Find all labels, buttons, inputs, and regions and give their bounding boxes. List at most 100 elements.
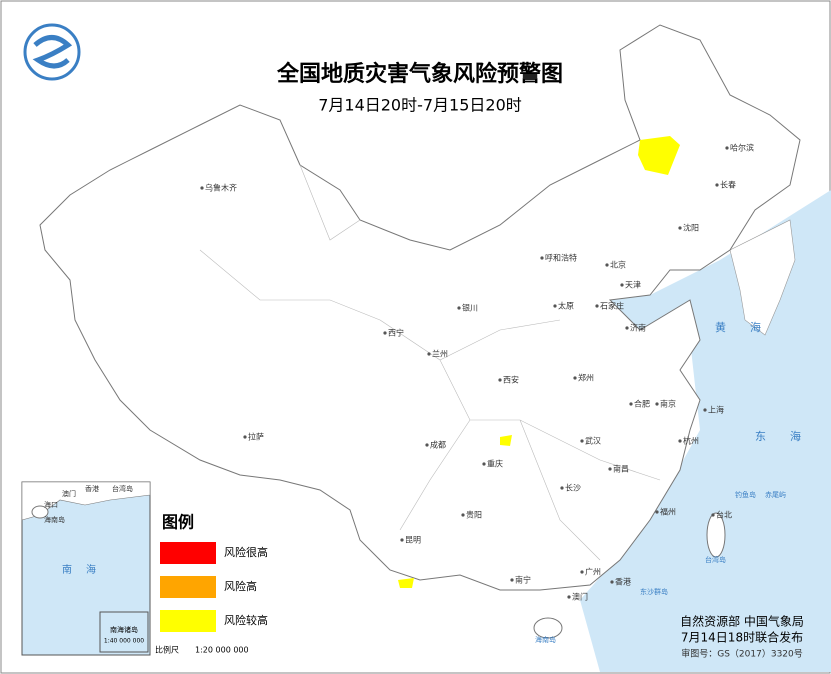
- city-label: 长春: [720, 180, 736, 190]
- city-dot: [498, 378, 502, 382]
- city-dot: [567, 595, 571, 599]
- city-dot: [655, 510, 659, 514]
- city-label: 贵阳: [466, 510, 482, 520]
- province-borders: [199, 164, 661, 561]
- city-label: 西安: [503, 375, 519, 385]
- city-label: 杭州: [683, 436, 699, 446]
- city-label: 银川: [462, 303, 478, 313]
- inset-label: 台湾岛: [112, 484, 133, 493]
- inset-label: 香港: [85, 484, 99, 493]
- subtitle: 7月14日20时-7月15日20时: [318, 96, 522, 115]
- city-dot: [580, 570, 584, 574]
- city-label: 郑州: [578, 373, 594, 383]
- city-dot: [540, 256, 544, 260]
- publisher: 自然资源部 中国气象局: [680, 614, 804, 629]
- inset-label: 海口: [44, 500, 58, 509]
- china-outline: [39, 24, 801, 591]
- title: 全国地质灾害气象风险预警图: [276, 61, 563, 87]
- city-dot: [595, 304, 599, 308]
- city-dot: [715, 183, 719, 187]
- warning-area: [398, 578, 414, 588]
- scale-label: 比例尺: [155, 645, 179, 655]
- island-label: 钓鱼岛: [735, 490, 756, 499]
- island-label: 海南岛: [535, 635, 556, 644]
- inset-scale: 1:40 000 000: [104, 638, 144, 645]
- city-label: 天津: [625, 280, 641, 290]
- city-dot: [703, 408, 707, 412]
- city-dot: [655, 402, 659, 406]
- inset-land: [21, 481, 151, 521]
- city-label: 济南: [630, 323, 646, 333]
- warning-area: [638, 136, 680, 175]
- publish-date: 7月14日18时联合发布: [681, 630, 803, 645]
- city-dot: [678, 439, 682, 443]
- city-dot: [553, 304, 557, 308]
- city-label: 香港: [615, 577, 631, 587]
- city-label: 重庆: [487, 459, 503, 469]
- city-label: 南宁: [515, 575, 531, 585]
- city-label: 广州: [585, 567, 601, 577]
- city-label: 台北: [716, 510, 732, 520]
- city-dot: [243, 435, 247, 439]
- city-label: 上海: [708, 405, 724, 415]
- city-dot: [427, 352, 431, 356]
- inset-label: 海南岛: [44, 515, 65, 524]
- city-label: 昆明: [405, 536, 421, 545]
- legend-swatch: [160, 542, 216, 564]
- city-dot: [383, 331, 387, 335]
- legend-label: 风险很高: [224, 545, 268, 559]
- city-dot: [580, 439, 584, 443]
- city-dot: [560, 486, 564, 490]
- city-label: 南京: [660, 399, 676, 409]
- warning-area: [500, 435, 512, 446]
- scale-value: 1:20 000 000: [195, 646, 249, 655]
- legend-swatch: [160, 610, 216, 632]
- city-label: 呼和浩特: [545, 253, 577, 263]
- city-label: 乌鲁木齐: [205, 183, 237, 193]
- city-label: 澳门: [572, 592, 588, 602]
- city-dot: [461, 513, 465, 517]
- city-dot: [200, 186, 204, 190]
- legend-label: 风险高: [224, 579, 257, 593]
- city-dot: [608, 467, 612, 471]
- city-dot: [629, 402, 633, 406]
- city-dot: [457, 306, 461, 310]
- city-label: 成都: [430, 440, 446, 450]
- legend-title: 图例: [162, 513, 194, 532]
- city-label: 福州: [660, 508, 676, 517]
- city-dot: [610, 580, 614, 584]
- island-label: 台湾岛: [705, 555, 726, 564]
- city-label: 合肥: [634, 399, 650, 409]
- city-dot: [510, 578, 514, 582]
- logo: [23, 23, 81, 81]
- city-label: 北京: [610, 260, 626, 270]
- inset-label: 澳门: [62, 489, 76, 498]
- city-dot: [605, 263, 609, 267]
- inset-hainan: [31, 505, 49, 519]
- inset-title: 南海诸岛: [110, 625, 138, 634]
- city-label: 西宁: [388, 328, 404, 338]
- city-dot: [573, 376, 577, 380]
- city-label: 沈阳: [683, 223, 699, 233]
- city-dot: [625, 326, 629, 330]
- city-dot: [711, 513, 715, 517]
- inset-sea: 南海: [62, 563, 110, 576]
- city-dot: [482, 462, 486, 466]
- city-label: 拉萨: [248, 432, 264, 442]
- island-label: 赤尾屿: [765, 490, 786, 499]
- island-label: 东沙群岛: [640, 587, 668, 596]
- city-dot: [725, 146, 729, 150]
- inset-sub: [99, 611, 149, 653]
- city-dot: [400, 538, 404, 542]
- city-dot: [678, 226, 682, 230]
- review-number: 审图号：GS（2017）3320号: [681, 648, 803, 660]
- sea-label: 东海: [755, 429, 825, 443]
- city-label: 武汉: [585, 436, 601, 446]
- legend-swatch: [160, 576, 216, 598]
- korea: [729, 219, 796, 336]
- taiwan: [706, 512, 726, 558]
- city-label: 哈尔滨: [730, 143, 754, 153]
- city-dot: [425, 443, 429, 447]
